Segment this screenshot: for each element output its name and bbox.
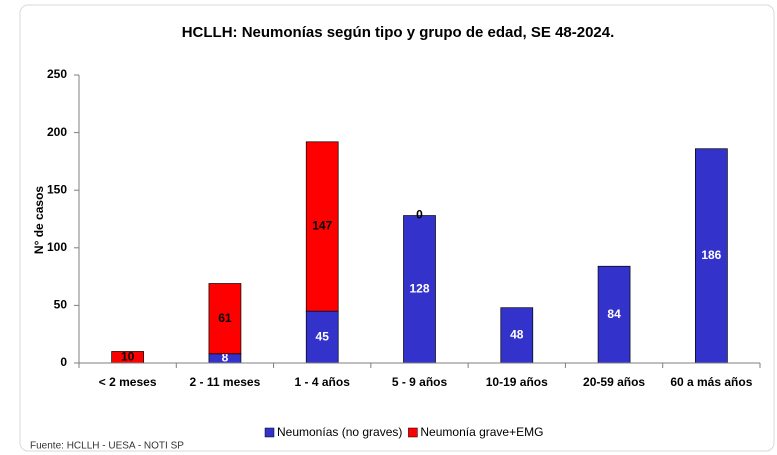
x-tick-label: 20-59 años: [583, 375, 645, 389]
bar-segment: [208, 283, 242, 355]
chart-title: HCLLH: Neumonías según tipo y grupo de e…: [182, 24, 615, 41]
value-label: 84: [607, 307, 621, 321]
y-tick-label: 0: [60, 355, 67, 369]
y-tick-label: 250: [47, 67, 67, 81]
y-tick-label: 200: [47, 125, 67, 139]
x-tick-label: 10-19 años: [486, 375, 548, 389]
x-tick-label: < 2 meses: [99, 375, 157, 389]
value-label: 186: [701, 248, 721, 262]
x-tick-label: 60 a más años: [670, 375, 752, 389]
bar-segment: [695, 148, 728, 364]
value-label: 45: [316, 329, 330, 343]
x-tick-label: 1 - 4 años: [295, 375, 351, 389]
value-label: 128: [409, 281, 429, 295]
value-label: 61: [218, 311, 232, 325]
y-axis-label: N° de casos: [32, 186, 46, 254]
x-tick-label: 2 - 11 meses: [190, 375, 261, 389]
legend-label: Neumonías (no graves): [277, 425, 402, 439]
chart-frame: [19, 4, 775, 452]
bar-segment: [305, 141, 339, 312]
source: Fuente: HCLLH - UESA - NOTI SP: [30, 441, 184, 452]
value-label: 0: [416, 208, 423, 222]
legend-swatch: [408, 427, 418, 438]
x-tick-label: 5 - 9 años: [392, 375, 448, 389]
y-tick-label: 50: [54, 298, 68, 312]
legend-label: Neumonía grave+EMG: [420, 425, 543, 439]
value-label: 48: [510, 328, 524, 342]
y-tick-label: 150: [47, 182, 67, 196]
legend-swatch: [264, 427, 275, 438]
bar-segment: [597, 265, 631, 364]
y-tick-label: 100: [47, 240, 67, 254]
bar-segment: [500, 307, 534, 364]
value-label: 10: [121, 349, 135, 363]
bar-segment: [403, 215, 436, 364]
value-label: 147: [312, 219, 332, 233]
value-label: 8: [222, 351, 229, 365]
